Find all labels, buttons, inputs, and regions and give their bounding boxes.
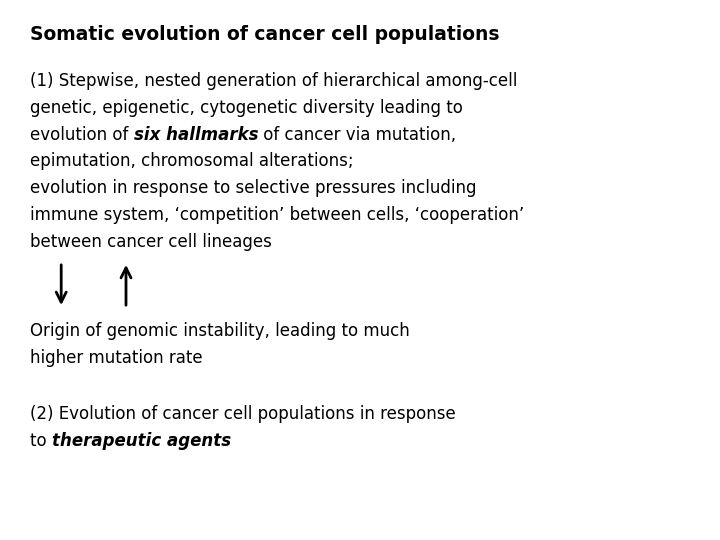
Text: (2) Evolution of cancer cell populations in response: (2) Evolution of cancer cell populations… xyxy=(30,405,456,423)
Text: epimutation, chromosomal alterations;: epimutation, chromosomal alterations; xyxy=(30,152,354,171)
Text: therapeutic agents: therapeutic agents xyxy=(52,432,231,450)
Text: of cancer via mutation,: of cancer via mutation, xyxy=(258,126,456,144)
Text: genetic, epigenetic, cytogenetic diversity leading to: genetic, epigenetic, cytogenetic diversi… xyxy=(30,99,463,117)
Text: between cancer cell lineages: between cancer cell lineages xyxy=(30,233,272,251)
Text: evolution in response to selective pressures including: evolution in response to selective press… xyxy=(30,179,477,197)
Text: evolution of: evolution of xyxy=(30,126,134,144)
Text: (1) Stepwise, nested generation of hierarchical among-cell: (1) Stepwise, nested generation of hiera… xyxy=(30,72,518,90)
Text: immune system, ‘competition’ between cells, ‘cooperation’: immune system, ‘competition’ between cel… xyxy=(30,206,524,224)
Text: higher mutation rate: higher mutation rate xyxy=(30,349,202,367)
Text: Origin of genomic instability, leading to much: Origin of genomic instability, leading t… xyxy=(30,322,410,340)
Text: Somatic evolution of cancer cell populations: Somatic evolution of cancer cell populat… xyxy=(30,25,500,44)
Text: six hallmarks: six hallmarks xyxy=(134,126,258,144)
Text: to: to xyxy=(30,432,52,450)
